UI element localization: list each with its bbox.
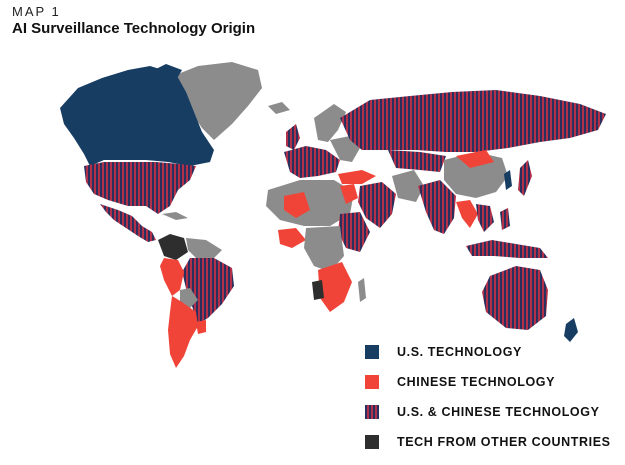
legend-label: U.S. TECHNOLOGY <box>397 345 522 359</box>
region-east-africa <box>338 212 370 252</box>
map-kicker: MAP 1 <box>12 4 61 19</box>
region-north-africa <box>266 180 354 226</box>
legend-label: CHINESE TECHNOLOGY <box>397 375 556 389</box>
legend-swatch-chinese <box>365 375 379 389</box>
region-japan <box>518 160 532 196</box>
region-central-asia <box>388 150 446 172</box>
world-map <box>60 62 606 368</box>
legend-swatch-other <box>365 435 379 449</box>
region-brazil <box>182 258 234 324</box>
legend-swatch-us <box>365 345 379 359</box>
region-iran <box>392 170 424 202</box>
region-central-africa <box>304 226 344 272</box>
region-peru <box>160 258 184 296</box>
region-indochina <box>476 204 494 232</box>
region-eastern-europe <box>330 136 360 162</box>
region-indonesia <box>466 240 548 258</box>
region-colombia <box>158 234 188 260</box>
region-guianas <box>186 238 222 258</box>
region-uk <box>286 124 300 150</box>
region-greenland <box>168 62 262 140</box>
legend-item-us: U.S. TECHNOLOGY <box>365 345 620 361</box>
region-namibia <box>312 280 324 300</box>
region-china <box>444 152 508 198</box>
region-arctic-islands <box>150 64 182 82</box>
region-algeria <box>284 192 310 218</box>
region-mongolia <box>456 150 494 168</box>
map-legend: U.S. TECHNOLOGY CHINESE TECHNOLOGY U.S. … <box>365 345 620 465</box>
region-west-africa <box>278 228 306 248</box>
region-egypt <box>340 184 358 204</box>
region-south-asia <box>418 180 456 234</box>
region-iceland <box>268 102 290 114</box>
legend-item-chinese: CHINESE TECHNOLOGY <box>365 375 620 391</box>
region-middle-east <box>358 182 396 228</box>
region-caribbean <box>162 212 188 220</box>
region-southeast-asia <box>456 200 478 228</box>
legend-swatch-both <box>365 405 379 419</box>
legend-item-both: U.S. & CHINESE TECHNOLOGY <box>365 405 620 421</box>
region-philippines <box>500 208 510 230</box>
region-new-zealand <box>564 318 578 342</box>
region-southern-africa <box>318 262 352 312</box>
legend-item-other: TECH FROM OTHER COUNTRIES <box>365 435 620 451</box>
region-australia <box>482 266 548 330</box>
map-title: AI Surveillance Technology Origin <box>12 20 256 37</box>
region-argentina <box>168 296 198 368</box>
region-mexico <box>100 204 156 242</box>
region-korea <box>504 170 512 190</box>
region-madagascar <box>358 278 366 302</box>
region-turkey <box>338 170 376 184</box>
region-uruguay <box>196 320 206 334</box>
region-canada-alaska <box>60 66 214 166</box>
region-russia <box>340 90 606 152</box>
region-western-europe <box>284 146 340 178</box>
region-usa <box>84 162 196 214</box>
legend-label: TECH FROM OTHER COUNTRIES <box>397 435 611 449</box>
region-scandinavia <box>314 104 346 142</box>
legend-label: U.S. & CHINESE TECHNOLOGY <box>397 405 600 419</box>
region-bolivia <box>180 288 198 308</box>
